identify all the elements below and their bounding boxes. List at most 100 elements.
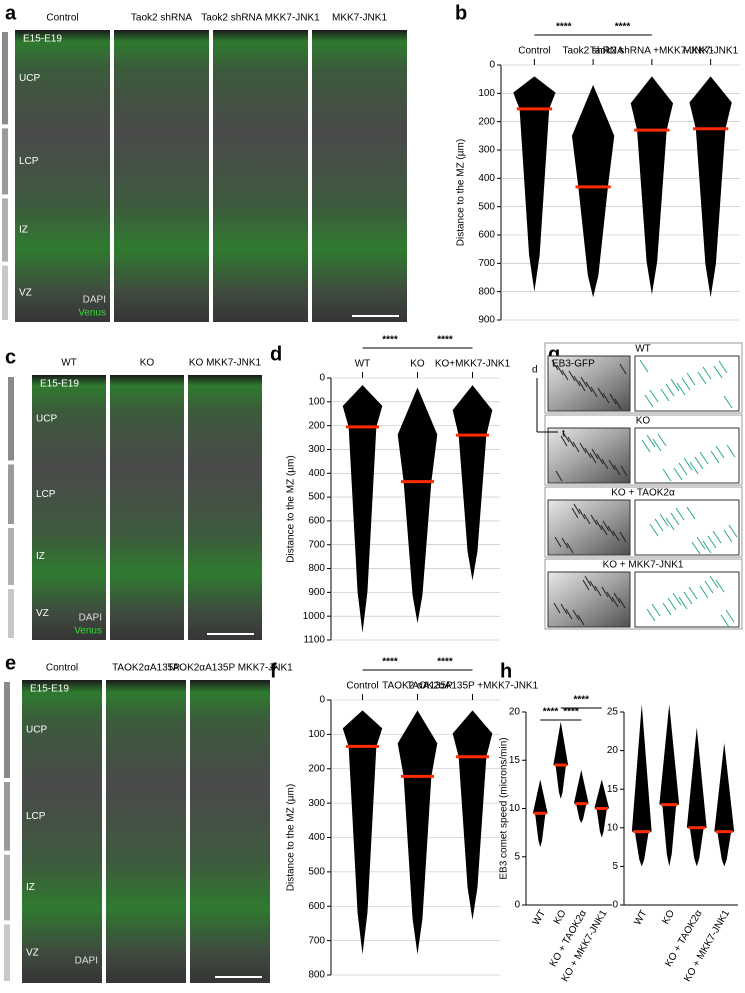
micrograph	[312, 30, 407, 322]
kymo-streak	[601, 586, 609, 598]
stage-label: E15-E19	[40, 379, 79, 390]
kymo-streak	[555, 470, 563, 482]
micrograph	[32, 375, 106, 640]
frame	[544, 414, 743, 486]
comet-trace	[681, 377, 691, 391]
x-tick-label: Control	[518, 46, 550, 57]
column-label: TAOK2αA135P	[112, 663, 180, 674]
comet-trace	[657, 433, 667, 447]
kymo-streak	[618, 597, 626, 609]
comet-trace	[720, 614, 730, 628]
micrograph	[190, 680, 270, 983]
comet-trace	[686, 506, 696, 520]
x-tick-label: KO	[660, 908, 677, 926]
kymo-streak	[567, 436, 575, 448]
micrograph	[114, 30, 209, 322]
x-tick-label: Control	[346, 681, 378, 692]
significance-label: ****	[563, 707, 579, 718]
comet-trace	[699, 585, 709, 599]
y-tick-label: 700	[308, 539, 325, 550]
kymo-streak	[601, 458, 609, 470]
x-tick-label: KO+MKK7-JNK1	[435, 359, 511, 370]
micrograph	[106, 680, 186, 983]
row-label: KO	[636, 416, 651, 427]
kymo-streak	[594, 585, 602, 597]
kymo-streak	[606, 591, 614, 603]
image-label: EB3-GFP	[552, 359, 595, 370]
x-tick-label: Taok2 shRNA	[563, 46, 624, 57]
panel-letter: a	[5, 2, 17, 24]
kymo-streak	[582, 579, 590, 591]
zone-bar	[2, 128, 8, 195]
swarm	[452, 385, 493, 581]
comet-trace	[702, 366, 712, 380]
row-label: WT	[635, 344, 651, 355]
comet-trace	[683, 457, 693, 471]
comet-trace	[707, 535, 717, 549]
panel-letter: d	[270, 343, 282, 365]
kymo-streak	[571, 507, 579, 519]
y-tick-label: 0	[514, 900, 520, 911]
micrograph	[213, 30, 308, 322]
zone-bar	[2, 32, 8, 125]
zone-label: VZ	[36, 608, 49, 619]
comet-trace	[644, 394, 654, 408]
zone-label: IZ	[26, 882, 35, 893]
swarm	[342, 710, 383, 955]
y-tick-label: 800	[308, 563, 325, 574]
zone-label: UCP	[26, 725, 47, 736]
significance-label: ****	[437, 657, 453, 668]
y-tick-label: 400	[308, 468, 325, 479]
kymo-streak	[562, 431, 570, 443]
swarm	[513, 76, 556, 292]
stain-label: Venus	[74, 626, 102, 637]
y-tick-label: 300	[308, 798, 325, 809]
kymo-streak	[578, 380, 586, 392]
kymo-streak	[620, 465, 628, 477]
panel-letter: h	[500, 660, 512, 682]
y-tick-label: 400	[308, 832, 325, 843]
significance-label: ****	[543, 707, 559, 718]
kymo-streak	[619, 363, 627, 375]
swarm	[397, 710, 438, 955]
kymo-streak	[600, 524, 608, 536]
y-axis-label: EB3 comet speed (microns/min)	[499, 737, 510, 879]
comet-trace	[641, 439, 651, 453]
swarm	[659, 704, 680, 867]
stage-label: E15-E19	[23, 34, 62, 45]
micrograph	[110, 375, 184, 640]
significance-label: ****	[615, 22, 631, 33]
x-tick-label: TAOK2αA135P +MKK7-JNK1	[407, 681, 539, 692]
comet-trace	[709, 575, 719, 589]
kymo-streak	[590, 386, 598, 398]
x-tick-label: WT	[531, 908, 548, 927]
y-tick-label: 700	[308, 935, 325, 946]
y-tick-label: 200	[308, 763, 325, 774]
comet-trace	[691, 541, 701, 555]
axis-label: t	[562, 429, 565, 440]
comet-trace	[689, 461, 699, 475]
significance-label: ****	[382, 657, 398, 668]
swarm	[631, 704, 652, 867]
comet-trace	[659, 513, 669, 527]
swarm	[342, 385, 383, 633]
kymo-streak	[579, 442, 587, 454]
column-label: Control	[46, 13, 78, 24]
comet-trace	[646, 608, 656, 622]
zone-label: VZ	[19, 287, 32, 298]
y-tick-label: 0	[489, 60, 495, 71]
zone-label: LCP	[26, 811, 46, 822]
significance-label: ****	[573, 695, 589, 706]
y-axis-label: Distance to the MZ (µm)	[456, 139, 467, 246]
kymo-streak	[619, 531, 627, 543]
comet-trace	[712, 530, 722, 544]
kymo-streak	[612, 530, 620, 542]
zone-bar	[8, 589, 14, 638]
zone-bar	[8, 464, 14, 525]
comet-trace	[688, 586, 698, 600]
y-tick-label: 10	[509, 803, 521, 814]
swarm	[573, 769, 589, 823]
column-label: KO	[140, 358, 155, 369]
kymo-streak	[602, 520, 610, 532]
